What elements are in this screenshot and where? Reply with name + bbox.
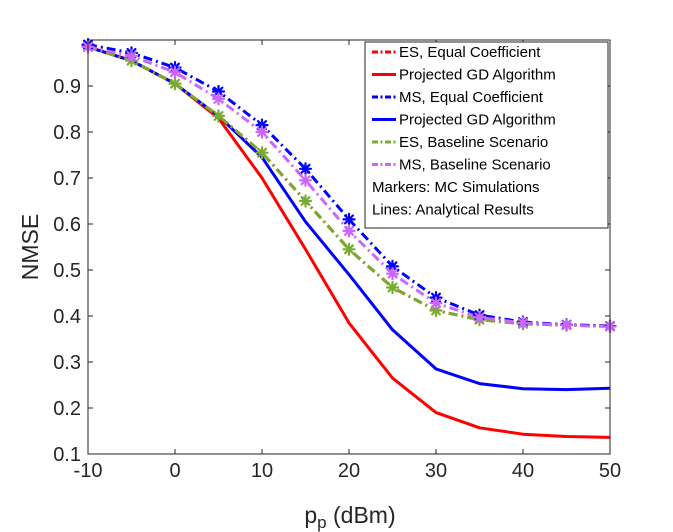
data-point-stroke [344, 225, 354, 236]
data-point-stroke [431, 305, 441, 316]
x-tick-label: 40 [512, 460, 534, 482]
x-tick-label: 30 [425, 460, 447, 482]
x-tick-label: 0 [169, 460, 180, 482]
y-tick-label: 0.6 [53, 214, 81, 236]
data-point [342, 224, 356, 238]
y-axis-label: NMSE [17, 214, 43, 280]
legend-label: ES, Equal Coefficient [399, 44, 541, 61]
legend: ES, Equal Coefficient Projected GD Algori… [364, 41, 609, 229]
data-point-stroke [126, 51, 137, 62]
data-point [211, 109, 226, 123]
y-tick-label: 0.4 [53, 306, 81, 328]
data-point [429, 303, 443, 318]
data-point [342, 242, 356, 256]
legend-label: Projected GD Algorithm [399, 112, 556, 129]
x-tick-label: -10 [74, 460, 103, 482]
data-point-stroke [387, 282, 398, 293]
x-axis-label-subscript: p [317, 513, 326, 532]
data-point [168, 77, 182, 91]
x-axis-label: pp (dBm) [304, 502, 395, 532]
data-point-stroke [257, 127, 267, 137]
data-point-stroke [387, 261, 398, 272]
data-point [472, 310, 487, 324]
legend-note: Markers: MC Simulations [372, 179, 540, 196]
y-tick-label: 0.8 [53, 122, 81, 144]
data-point [255, 146, 269, 160]
data-point-stroke [300, 175, 311, 186]
data-point [298, 194, 313, 208]
data-point [211, 92, 226, 106]
data-point-stroke [344, 244, 354, 255]
data-point [516, 316, 530, 330]
data-point-stroke [387, 268, 398, 279]
x-tick-label: 50 [599, 460, 621, 482]
data-point [255, 125, 269, 139]
y-tick-label: 0.5 [53, 260, 81, 282]
data-point-stroke [213, 86, 224, 97]
data-point [429, 296, 443, 310]
x-tick-label: 20 [338, 460, 360, 482]
marker-layer [81, 37, 617, 334]
x-tick-label: 10 [251, 460, 273, 482]
y-tick-label: 0.1 [53, 444, 81, 466]
data-point-stroke [518, 317, 528, 328]
legend-label: ES, Baseline Scenario [399, 134, 548, 151]
data-point [124, 49, 139, 63]
data-point-stroke [431, 298, 441, 309]
tick-layer: -10 0 10 20 30 40 50 0.1 0.2 0.3 0.4 0.5 0.6 0.7 0.8 0.… [53, 40, 621, 482]
data-point [385, 280, 400, 295]
legend-note: Lines: Analytical Results [372, 202, 534, 219]
legend-label: MS, Baseline Scenario [399, 157, 551, 174]
y-tick-label: 0.3 [53, 352, 81, 374]
data-point [559, 318, 574, 332]
data-point-stroke [257, 147, 267, 158]
data-point-stroke [300, 196, 311, 206]
data-point-stroke [474, 312, 485, 323]
data-point-stroke [170, 78, 180, 89]
legend-label: Projected GD Algorithm [399, 67, 556, 84]
data-point-stroke [300, 163, 311, 174]
y-tick-label: 0.7 [53, 168, 81, 190]
data-point [168, 65, 182, 79]
y-tick-label: 0.2 [53, 398, 81, 420]
x-axis-label-main: p [304, 502, 317, 528]
x-axis-label-unit: (dBm) [327, 502, 396, 528]
data-point [298, 173, 313, 187]
data-point-stroke [213, 93, 224, 104]
data-point-stroke [170, 67, 180, 78]
data-point-stroke [257, 120, 267, 131]
data-point-stroke [344, 214, 354, 225]
data-point [298, 162, 313, 176]
legend-box [364, 41, 609, 229]
legend-label: MS, Equal Coefficient [399, 89, 544, 106]
y-tick-label: 0.9 [53, 76, 81, 98]
data-point-stroke [561, 320, 572, 331]
data-point-stroke [213, 110, 224, 121]
data-point [342, 212, 356, 226]
data-point [385, 267, 400, 281]
